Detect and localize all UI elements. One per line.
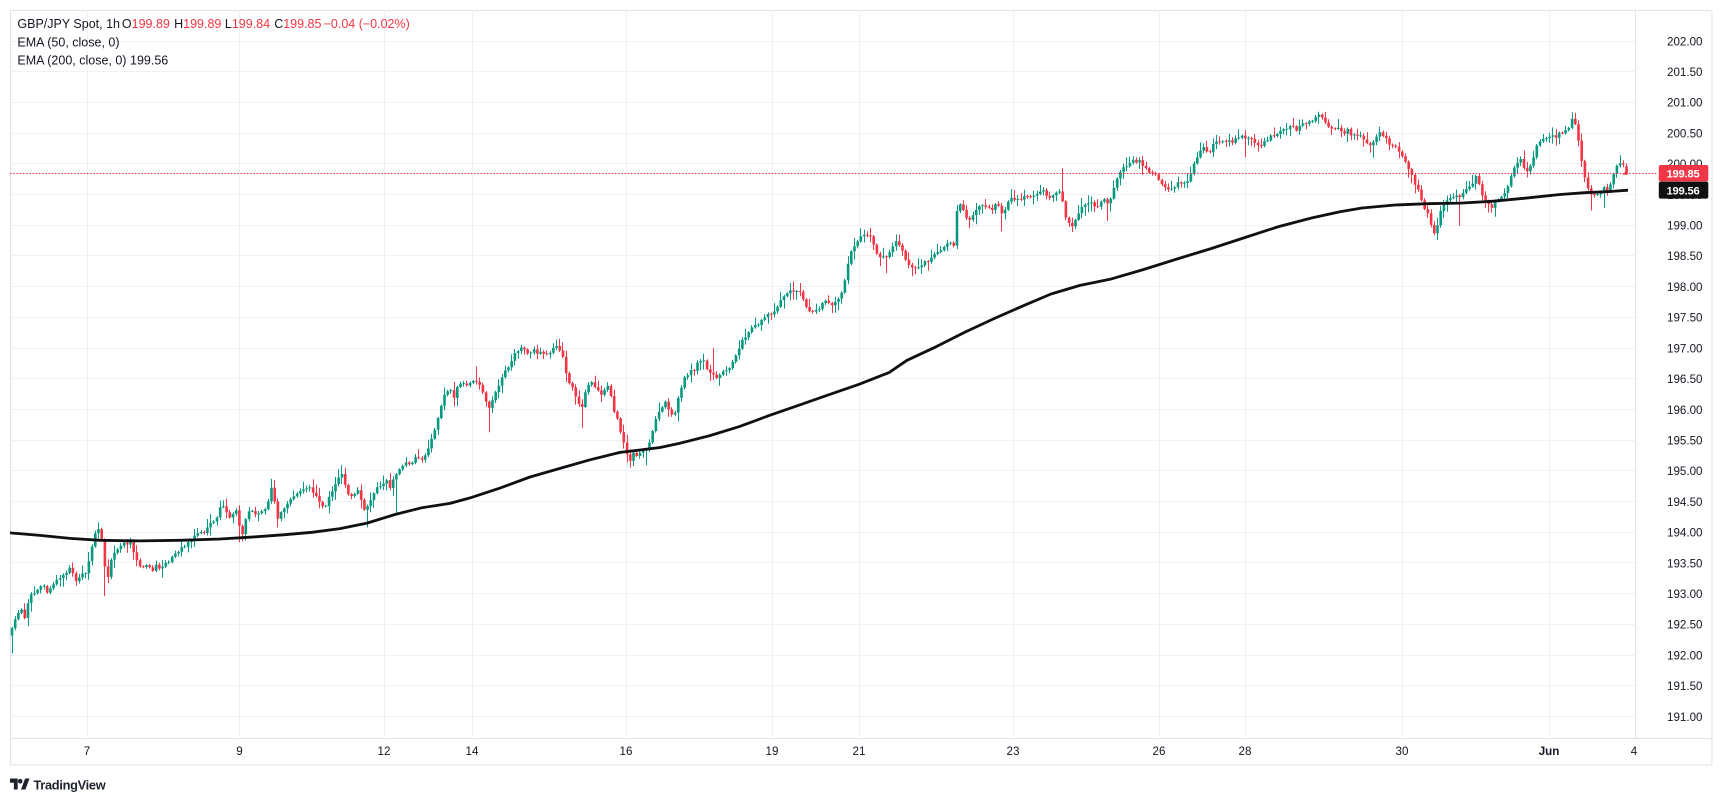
- svg-text:198.00: 198.00: [1667, 281, 1702, 294]
- svg-text:H199.89: H199.89: [174, 17, 221, 31]
- svg-text:O199.89: O199.89: [122, 17, 170, 31]
- svg-text:199.00: 199.00: [1667, 220, 1702, 233]
- svg-text:201.50: 201.50: [1667, 66, 1702, 79]
- svg-text:12: 12: [378, 745, 391, 758]
- svg-text:19: 19: [766, 745, 779, 758]
- svg-text:Jun: Jun: [1539, 745, 1560, 758]
- svg-text:191.50: 191.50: [1667, 680, 1702, 693]
- svg-text:−0.04 (−0.02%): −0.04 (−0.02%): [324, 17, 410, 31]
- svg-text:EMA (50, close, 0): EMA (50, close, 0): [17, 35, 119, 49]
- svg-text:196.00: 196.00: [1667, 404, 1702, 417]
- svg-text:197.50: 197.50: [1667, 312, 1702, 325]
- svg-text:195.00: 195.00: [1667, 465, 1702, 478]
- svg-text:192.50: 192.50: [1667, 619, 1702, 632]
- svg-text:23: 23: [1007, 745, 1020, 758]
- svg-text:192.00: 192.00: [1667, 649, 1702, 662]
- svg-text:21: 21: [853, 745, 866, 758]
- svg-text:198.50: 198.50: [1667, 250, 1702, 263]
- svg-text:9: 9: [236, 745, 242, 758]
- svg-text:196.50: 196.50: [1667, 373, 1702, 386]
- svg-text:194.50: 194.50: [1667, 496, 1702, 509]
- svg-text:202.00: 202.00: [1667, 35, 1702, 48]
- svg-text:4: 4: [1631, 745, 1638, 758]
- svg-text:L199.84: L199.84: [225, 17, 270, 31]
- svg-text:200.50: 200.50: [1667, 127, 1702, 140]
- svg-text:EMA (200, close, 0): EMA (200, close, 0): [17, 53, 126, 67]
- svg-text:C199.85: C199.85: [274, 17, 321, 31]
- svg-text:28: 28: [1239, 745, 1252, 758]
- svg-text:197.00: 197.00: [1667, 342, 1702, 355]
- svg-text:7: 7: [84, 745, 90, 758]
- svg-text:199.56: 199.56: [130, 53, 168, 67]
- svg-text:16: 16: [620, 745, 633, 758]
- svg-text:201.00: 201.00: [1667, 97, 1702, 110]
- svg-text:194.00: 194.00: [1667, 527, 1702, 540]
- svg-text:14: 14: [466, 745, 479, 758]
- svg-text:191.00: 191.00: [1667, 711, 1702, 724]
- svg-text:30: 30: [1396, 745, 1409, 758]
- svg-text:26: 26: [1153, 745, 1166, 758]
- svg-text:TradingView: TradingView: [34, 778, 106, 793]
- svg-text:GBP/JPY Spot, 1h: GBP/JPY Spot, 1h: [17, 17, 120, 31]
- svg-text:195.50: 195.50: [1667, 435, 1702, 448]
- svg-text:193.00: 193.00: [1667, 588, 1702, 601]
- svg-text:199.56: 199.56: [1667, 186, 1700, 198]
- svg-text:199.85: 199.85: [1667, 168, 1700, 180]
- svg-text:193.50: 193.50: [1667, 557, 1702, 570]
